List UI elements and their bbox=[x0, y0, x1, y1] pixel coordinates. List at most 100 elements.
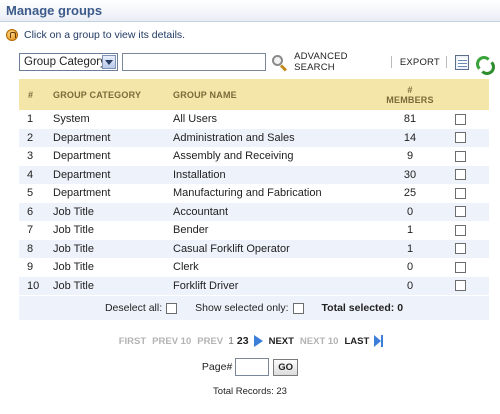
column-header-group-name[interactable]: GROUP NAME bbox=[173, 79, 383, 110]
row-group-category: Job Title bbox=[53, 224, 94, 237]
table-row[interactable]: 5 Department Manufacturing and Fabrication… bbox=[19, 184, 489, 203]
row-group-category: Department bbox=[53, 150, 111, 163]
row-select-checkbox[interactable] bbox=[455, 132, 466, 144]
row-number: 1 bbox=[27, 113, 34, 126]
row-number: 2 bbox=[19, 128, 43, 147]
table-row[interactable]: 2 Department Administration and Sales 14 bbox=[19, 128, 489, 147]
row-select-cell bbox=[437, 258, 489, 277]
pager-next-10: NEXT 10 bbox=[299, 335, 339, 347]
search-icon[interactable] bbox=[272, 54, 288, 72]
page-header: Manage groups bbox=[0, 0, 500, 22]
row-number: 9 bbox=[27, 261, 34, 274]
row-group-category: Job Title bbox=[43, 276, 173, 295]
row-group-name: Accountant bbox=[173, 202, 383, 221]
row-group-category: Department bbox=[53, 187, 111, 200]
row-group-name: Casual Forklift Operator bbox=[173, 239, 383, 258]
row-group-category: Job Title bbox=[53, 261, 94, 274]
deselect-all-checkbox[interactable] bbox=[166, 302, 178, 314]
row-select-checkbox[interactable] bbox=[455, 150, 466, 162]
row-group-category: Department bbox=[43, 128, 173, 147]
column-header-members-line1: # bbox=[407, 84, 413, 95]
pager-next[interactable]: NEXT bbox=[268, 335, 294, 347]
search-input[interactable] bbox=[122, 53, 267, 71]
row-members-count: 1 bbox=[383, 239, 437, 258]
table-row[interactable]: 4 Department Installation 30 bbox=[19, 165, 489, 184]
page-number-label: Page# bbox=[201, 361, 233, 373]
group-category-select[interactable]: Group Category bbox=[19, 53, 119, 71]
row-select-cell bbox=[437, 221, 489, 240]
table-row[interactable]: 9 Job Title Clerk 0 bbox=[19, 258, 489, 277]
row-group-name: Installation bbox=[173, 165, 383, 184]
column-header-group-category[interactable]: GROUP CATEGORY bbox=[43, 79, 173, 110]
refresh-icon[interactable] bbox=[475, 55, 496, 75]
table-header-row: # GROUP CATEGORY GROUP NAME # MEMBERS bbox=[19, 79, 489, 110]
toolbar-divider bbox=[445, 56, 447, 68]
column-header-select bbox=[437, 79, 489, 110]
column-header-members-line2: MEMBERS bbox=[386, 94, 434, 105]
table-row[interactable]: 6 Job Title Accountant 0 bbox=[19, 202, 489, 221]
pager-first: FIRST bbox=[118, 335, 147, 347]
row-members-count: 14 bbox=[383, 128, 437, 147]
row-select-checkbox[interactable] bbox=[455, 113, 466, 125]
table-row[interactable]: 7 Job Title Bender 1 bbox=[19, 221, 489, 240]
row-select-checkbox[interactable] bbox=[455, 261, 466, 273]
spreadsheet-icon[interactable] bbox=[454, 54, 470, 70]
row-select-cell bbox=[437, 276, 489, 295]
row-select-cell bbox=[437, 184, 489, 203]
table-row[interactable]: 1 System All Users 81 bbox=[19, 110, 489, 129]
page-number-input[interactable] bbox=[235, 358, 270, 376]
row-members-count: 0 bbox=[383, 276, 437, 295]
row-group-category: System bbox=[53, 113, 90, 126]
row-select-cell bbox=[437, 147, 489, 166]
pager-page-current: 1 bbox=[228, 335, 234, 347]
table-row[interactable]: 3 Department Assembly and Receiving 9 bbox=[19, 147, 489, 166]
row-members-count: 81 bbox=[403, 113, 417, 126]
row-group-name: Forklift Driver bbox=[173, 276, 383, 295]
info-icon bbox=[6, 29, 18, 41]
row-members-count: 9 bbox=[406, 150, 414, 163]
row-members-count: 0 bbox=[383, 202, 437, 221]
toolbar: Group Category ADVANCED SEARCH EXPORT bbox=[19, 51, 496, 75]
goto-page: Page# GO bbox=[0, 357, 500, 377]
row-number: 6 bbox=[19, 202, 43, 221]
row-select-cell bbox=[437, 239, 489, 258]
show-selected-label: Show selected only: bbox=[195, 302, 289, 314]
pager-page-2[interactable]: 2 bbox=[236, 335, 243, 347]
row-group-name: All Users bbox=[173, 113, 218, 126]
export-link[interactable]: EXPORT bbox=[399, 56, 440, 68]
row-group-name: Manufacturing and Fabrication bbox=[173, 187, 322, 200]
advanced-search-link[interactable]: ADVANCED SEARCH bbox=[294, 51, 348, 73]
table-row[interactable]: 10 Job Title Forklift Driver 0 bbox=[19, 276, 489, 295]
row-group-category: Job Title bbox=[43, 239, 173, 258]
toolbar-divider bbox=[390, 56, 392, 68]
pagination: FIRST PREV 10 PREV 1 23 NEXT NEXT 10 LAS… bbox=[0, 334, 500, 348]
row-select-checkbox[interactable] bbox=[455, 224, 466, 236]
row-select-checkbox[interactable] bbox=[455, 169, 466, 181]
table-row[interactable]: 8 Job Title Casual Forklift Operator 1 bbox=[19, 239, 489, 258]
row-number: 8 bbox=[19, 239, 43, 258]
page-title: Manage groups bbox=[6, 3, 103, 18]
row-number: 3 bbox=[27, 150, 34, 163]
row-select-checkbox[interactable] bbox=[455, 243, 466, 255]
row-select-cell bbox=[437, 110, 489, 129]
next-arrow-icon[interactable] bbox=[253, 335, 263, 347]
row-number: 5 bbox=[27, 187, 34, 200]
total-records: Total Records: 23 bbox=[213, 386, 287, 397]
row-select-checkbox[interactable] bbox=[455, 187, 466, 199]
column-header-members[interactable]: # MEMBERS bbox=[383, 79, 437, 110]
row-group-name: Bender bbox=[173, 224, 209, 237]
row-group-name: Assembly and Receiving bbox=[173, 150, 294, 163]
row-select-checkbox[interactable] bbox=[455, 206, 466, 218]
row-members-count: 0 bbox=[406, 261, 414, 274]
go-button[interactable]: GO bbox=[273, 358, 299, 376]
row-select-cell bbox=[437, 165, 489, 184]
column-header-number[interactable]: # bbox=[19, 79, 43, 110]
show-selected-checkbox[interactable] bbox=[292, 302, 304, 314]
row-select-checkbox[interactable] bbox=[455, 280, 466, 292]
row-group-name: Administration and Sales bbox=[173, 128, 383, 147]
last-page-icon[interactable] bbox=[374, 335, 384, 347]
pager-page-3[interactable]: 3 bbox=[242, 335, 249, 347]
chevron-down-icon[interactable] bbox=[102, 55, 117, 69]
pager-last[interactable]: LAST bbox=[344, 335, 370, 347]
total-selected-text: Total selected: 0 bbox=[321, 302, 404, 314]
